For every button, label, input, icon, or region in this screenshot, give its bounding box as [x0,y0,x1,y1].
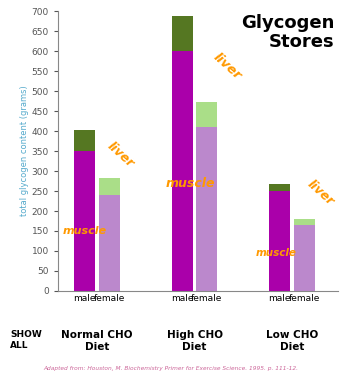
Text: liver: liver [210,50,243,82]
Bar [99,195,120,291]
Text: muscle: muscle [165,176,215,189]
Text: liver: liver [305,178,336,208]
Bar [196,127,217,291]
Text: Low CHO
Diet: Low CHO Diet [266,330,318,352]
Text: liver: liver [104,140,136,170]
Y-axis label: total glycogen content (grams): total glycogen content (grams) [20,86,29,216]
Text: SHOW
ALL: SHOW ALL [11,330,42,350]
Text: Normal CHO
Diet: Normal CHO Diet [61,330,133,352]
Bar [99,178,120,195]
Bar [269,191,290,291]
Bar [172,16,193,51]
Bar [196,102,217,127]
Text: Adapted from: Houston, M. Biochemistry Primer for Exercise Science. 1995. p. 111: Adapted from: Houston, M. Biochemistry P… [43,366,298,371]
Bar [294,219,315,225]
Bar [269,184,290,191]
Text: muscle: muscle [256,248,297,258]
Bar [294,225,315,291]
Text: Glycogen
Stores: Glycogen Stores [241,14,335,51]
Text: High CHO
Diet: High CHO Diet [166,330,223,352]
Bar [172,51,193,291]
Bar [74,151,95,291]
Bar [74,130,95,151]
Text: muscle: muscle [62,226,107,236]
